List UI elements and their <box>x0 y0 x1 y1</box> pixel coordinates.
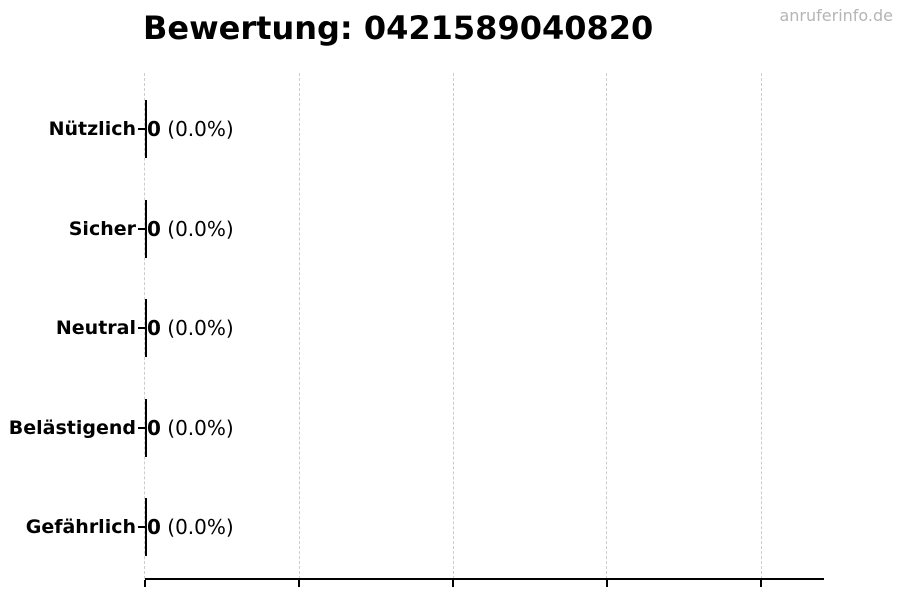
gridline <box>299 73 300 579</box>
bar-neutral <box>145 299 147 357</box>
value-label: 0 (0.0%) <box>147 117 234 141</box>
value-percent: (0.0%) <box>160 217 234 241</box>
value-percent: (0.0%) <box>160 316 234 340</box>
y-tick <box>138 427 145 429</box>
x-tick <box>144 580 146 587</box>
value-percent: (0.0%) <box>160 117 234 141</box>
x-tick <box>452 580 454 587</box>
y-tick <box>138 128 145 130</box>
bar-nutzlich <box>145 100 147 158</box>
value-label: 0 (0.0%) <box>147 515 234 539</box>
value-label: 0 (0.0%) <box>147 217 234 241</box>
y-tick <box>138 327 145 329</box>
y-tick <box>138 526 145 528</box>
value-label: 0 (0.0%) <box>147 316 234 340</box>
chart-title: Bewertung: 0421589040820 <box>143 9 654 47</box>
value-percent: (0.0%) <box>160 416 234 440</box>
value-label: 0 (0.0%) <box>147 416 234 440</box>
value-count: 0 <box>147 515 161 539</box>
category-label: Nützlich <box>48 118 136 140</box>
x-tick <box>298 580 300 587</box>
value-count: 0 <box>147 416 161 440</box>
value-percent: (0.0%) <box>160 515 234 539</box>
value-count: 0 <box>147 316 161 340</box>
category-label: Sicher <box>68 218 136 240</box>
gridline <box>453 73 454 579</box>
y-tick <box>138 228 145 230</box>
value-count: 0 <box>147 117 161 141</box>
gridline <box>606 73 607 579</box>
gridline <box>144 73 145 579</box>
x-axis-line <box>145 578 824 580</box>
bar-gefahrlich <box>145 498 147 556</box>
category-label: Gefährlich <box>25 516 136 538</box>
category-label: Neutral <box>55 317 136 339</box>
bar-belastigend <box>145 399 147 457</box>
x-tick <box>606 580 608 587</box>
bar-sicher <box>145 200 147 258</box>
value-count: 0 <box>147 217 161 241</box>
gridline <box>761 73 762 579</box>
category-label: Belästigend <box>8 417 136 439</box>
watermark: anruferinfo.de <box>779 6 893 25</box>
x-tick <box>760 580 762 587</box>
